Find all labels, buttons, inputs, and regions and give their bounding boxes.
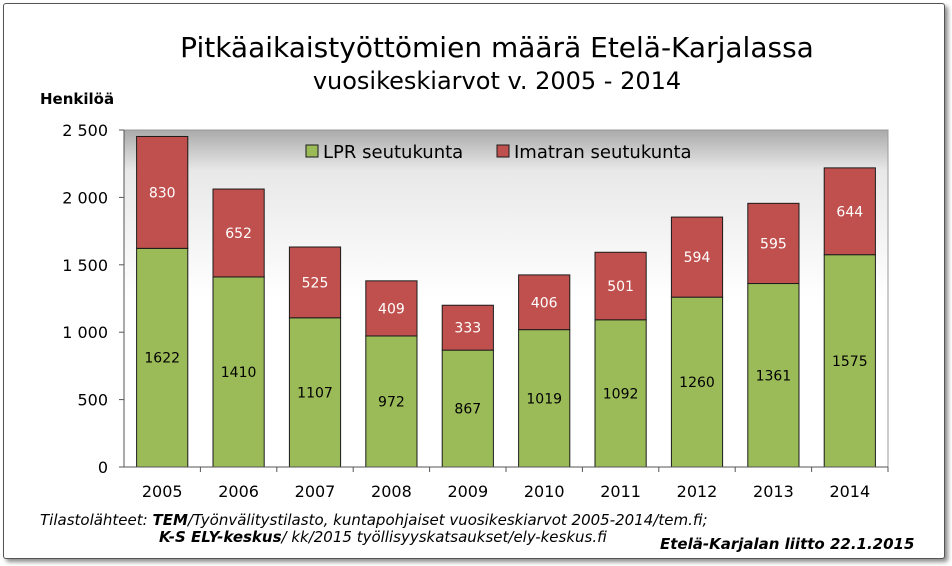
data-label-lpr-2010: 1019 <box>526 391 562 407</box>
data-label-lpr-2014: 1575 <box>832 354 868 370</box>
data-label-lpr-2007: 1107 <box>297 385 333 401</box>
data-label-imatra-2006: 652 <box>225 226 252 242</box>
x-tick-label-2014: 2014 <box>829 482 870 501</box>
legend-label-imatra: Imatran seutukunta <box>514 142 692 163</box>
bar-lpr-2013 <box>747 283 800 468</box>
bar-imatra-2014 <box>823 167 876 256</box>
x-tick-label-2012: 2012 <box>677 482 718 501</box>
source-line-2: K-S ELY-keskus/ kk/2015 työllisyyskatsau… <box>159 528 607 546</box>
bar-imatra-2008 <box>365 280 418 337</box>
chart-title: Pitkäaikaistyöttömien määrä Etelä-Karjal… <box>180 31 814 64</box>
legend-swatch-imatra <box>496 144 510 158</box>
y-axis-label: Henkilöä <box>40 90 114 108</box>
data-label-imatra-2005: 830 <box>149 185 176 201</box>
data-label-imatra-2011: 501 <box>607 279 634 295</box>
data-label-imatra-2008: 409 <box>378 301 405 317</box>
source-line-1: Tilastolähteet: TEM/Työnvälitystilasto, … <box>40 511 708 529</box>
x-tick-label-2007: 2007 <box>295 482 336 501</box>
y-tick-label-0: 0 <box>98 458 108 477</box>
bar-imatra-2011 <box>594 251 647 321</box>
bar-lpr-2006 <box>212 276 265 468</box>
data-label-lpr-2005: 1622 <box>144 351 180 367</box>
y-tick-label-2000: 2 000 <box>62 188 108 207</box>
bar-lpr-2009 <box>441 349 494 468</box>
y-tick-label-1500: 1 500 <box>62 256 108 275</box>
y-tick-label-2500: 2 500 <box>62 121 108 140</box>
bar-imatra-2006 <box>212 188 265 278</box>
bar-imatra-2012 <box>670 216 724 298</box>
data-label-imatra-2012: 594 <box>684 250 711 266</box>
chart-subtitle: vuosikeskiarvot v. 2005 - 2014 <box>313 67 681 95</box>
bar-imatra-2013 <box>747 202 800 285</box>
data-label-lpr-2009: 867 <box>454 402 481 418</box>
x-tick-label-2011: 2011 <box>600 482 641 501</box>
x-tick-label-2008: 2008 <box>371 482 412 501</box>
x-tick-label-2005: 2005 <box>142 482 183 501</box>
x-tick-label-2013: 2013 <box>753 482 794 501</box>
data-label-imatra-2014: 644 <box>836 204 863 220</box>
legend: LPR seutukunta Imatran seutukunta <box>305 142 692 163</box>
bar-lpr-2011 <box>594 319 647 468</box>
x-tick-label-2006: 2006 <box>218 482 259 501</box>
data-label-imatra-2007: 525 <box>302 275 329 291</box>
data-label-lpr-2012: 1260 <box>679 375 715 391</box>
y-tick-label-500: 500 <box>77 391 108 410</box>
y-tick-label-1000: 1 000 <box>62 323 108 342</box>
bar-imatra-2010 <box>518 274 571 331</box>
legend-swatch-lpr <box>305 144 319 158</box>
data-label-lpr-2008: 972 <box>378 394 405 410</box>
bar-imatra-2005 <box>136 135 189 249</box>
credit-text: Etelä-Karjalan liitto 22.1.2015 <box>660 535 915 553</box>
bar-imatra-2009 <box>441 304 494 351</box>
bar-lpr-2010 <box>518 329 571 468</box>
data-label-lpr-2011: 1092 <box>603 386 639 402</box>
bar-imatra-2007 <box>288 246 342 319</box>
data-label-imatra-2013: 595 <box>760 236 787 252</box>
data-label-imatra-2010: 406 <box>531 295 558 311</box>
bar-lpr-2014 <box>823 254 876 468</box>
data-label-lpr-2013: 1361 <box>756 368 792 384</box>
x-tick-label-2010: 2010 <box>524 482 565 501</box>
bar-lpr-2012 <box>670 296 724 468</box>
x-tick-label-2009: 2009 <box>447 482 488 501</box>
data-label-imatra-2009: 333 <box>454 321 481 337</box>
legend-label-lpr: LPR seutukunta <box>323 142 463 163</box>
data-label-lpr-2006: 1410 <box>221 365 257 381</box>
